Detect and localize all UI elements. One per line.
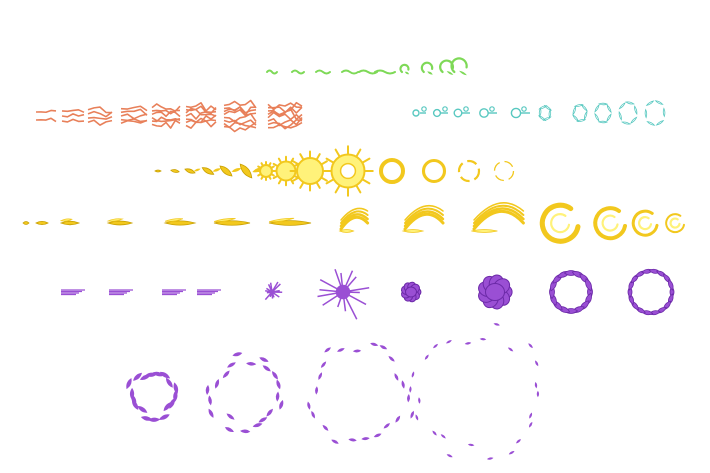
wind-streak-sprite-frame-3 <box>316 71 330 74</box>
void-explosion-sprite-frame-3 <box>162 290 186 295</box>
bubble-burst-sprite-frame-1 <box>413 107 426 116</box>
shard-ring-sprite-frame-3 <box>307 343 414 444</box>
fire-burst-sprite-frame-1 <box>155 170 161 172</box>
wind-streak-sprite-frame-2 <box>292 71 304 74</box>
fire-burst-sprite-frame-2 <box>171 170 179 173</box>
bubble-burst-sprite-frame-7 <box>573 105 587 122</box>
wind-swirl-sprite-frame-3 <box>61 219 79 225</box>
void-explosion-sprite-frame-2 <box>109 290 133 295</box>
void-explosion-sprite-frame-1 <box>61 290 85 295</box>
wind-swirl-sprite-frame-7 <box>269 218 311 225</box>
wind-swirl-sprite-frame-14 <box>666 214 684 232</box>
spark-crack-sprite-frame-8 <box>268 103 302 129</box>
fire-burst-sprite-frame-13 <box>459 161 479 181</box>
spark-crack-sprite-frame-2 <box>62 110 84 122</box>
wind-swirl-sprite-frame-8 <box>340 208 368 232</box>
spark-crack-sprite-frame-3 <box>88 107 112 125</box>
void-explosion-sprite-frame-6 <box>318 269 370 319</box>
fire-burst-sprite-frame-5 <box>220 166 241 176</box>
spark-crack-sprite-frame-6 <box>186 103 216 128</box>
bubble-burst-sprite-frame-4 <box>480 107 497 117</box>
bubble-burst-sprite-frame-5 <box>511 107 530 118</box>
fire-burst-sprite-frame-14 <box>495 162 514 181</box>
bubble-burst-sprite-frame-8 <box>595 103 611 123</box>
shard-ring-sprite-frame-2 <box>206 352 284 433</box>
wind-streak-sprite-frame-4 <box>342 71 358 74</box>
wind-swirl-sprite-frame-11 <box>542 205 578 241</box>
wind-swirl-sprite-frame-9 <box>403 206 443 233</box>
wind-swirl-sprite-frame-1 <box>23 222 29 225</box>
wind-swirl-sprite-frame-5 <box>165 219 195 225</box>
fire-burst-sprite-frame-12 <box>424 161 445 182</box>
wind-swirl-sprite-frame-10 <box>471 203 523 233</box>
spark-crack-sprite-frame-7 <box>224 100 256 131</box>
void-explosion-sprite-frame-7 <box>400 281 421 302</box>
bubble-burst-sprite-frame-10 <box>645 101 665 125</box>
void-explosion-sprite-frame-5 <box>265 282 282 300</box>
fire-burst-sprite-frame-3 <box>185 169 201 174</box>
void-explosion-sprite-frame-9 <box>550 271 593 314</box>
wind-swirl-sprite-frame-13 <box>633 211 657 235</box>
shard-ring-sprite-frame-1 <box>126 372 178 422</box>
spark-crack-sprite-frame-5 <box>152 104 180 128</box>
wind-streak-sprite-frame-1 <box>267 71 277 74</box>
shard-ring-sprite-frame-4 <box>409 323 539 460</box>
bubble-burst-sprite-frame-3 <box>454 107 470 117</box>
wind-swirl-sprite-frame-2 <box>36 221 48 224</box>
wind-streak-sprite-frame-8 <box>422 63 433 75</box>
bubble-burst-sprite-frame-2 <box>434 107 448 117</box>
fire-burst-sprite-frame-11 <box>381 160 403 182</box>
bubble-burst-sprite-frame-6 <box>539 106 551 121</box>
spark-crack-sprite-frame-1 <box>36 110 56 121</box>
wind-streak-sprite-frame-7 <box>400 65 409 74</box>
wind-swirl-sprite-frame-4 <box>108 219 132 225</box>
spark-crack-sprite-frame-4 <box>121 106 147 123</box>
wind-swirl-sprite-frame-6 <box>214 218 250 225</box>
void-explosion-sprite-frame-4 <box>197 290 221 295</box>
fire-burst-sprite-frame-4 <box>202 168 221 175</box>
bubble-burst-sprite-frame-9 <box>619 102 637 124</box>
void-explosion-sprite-frame-8 <box>476 274 512 311</box>
void-explosion-sprite-frame-10 <box>628 269 674 315</box>
fire-burst-sprite-frame-10 <box>323 146 373 196</box>
wind-swirl-sprite-frame-12 <box>595 208 625 238</box>
